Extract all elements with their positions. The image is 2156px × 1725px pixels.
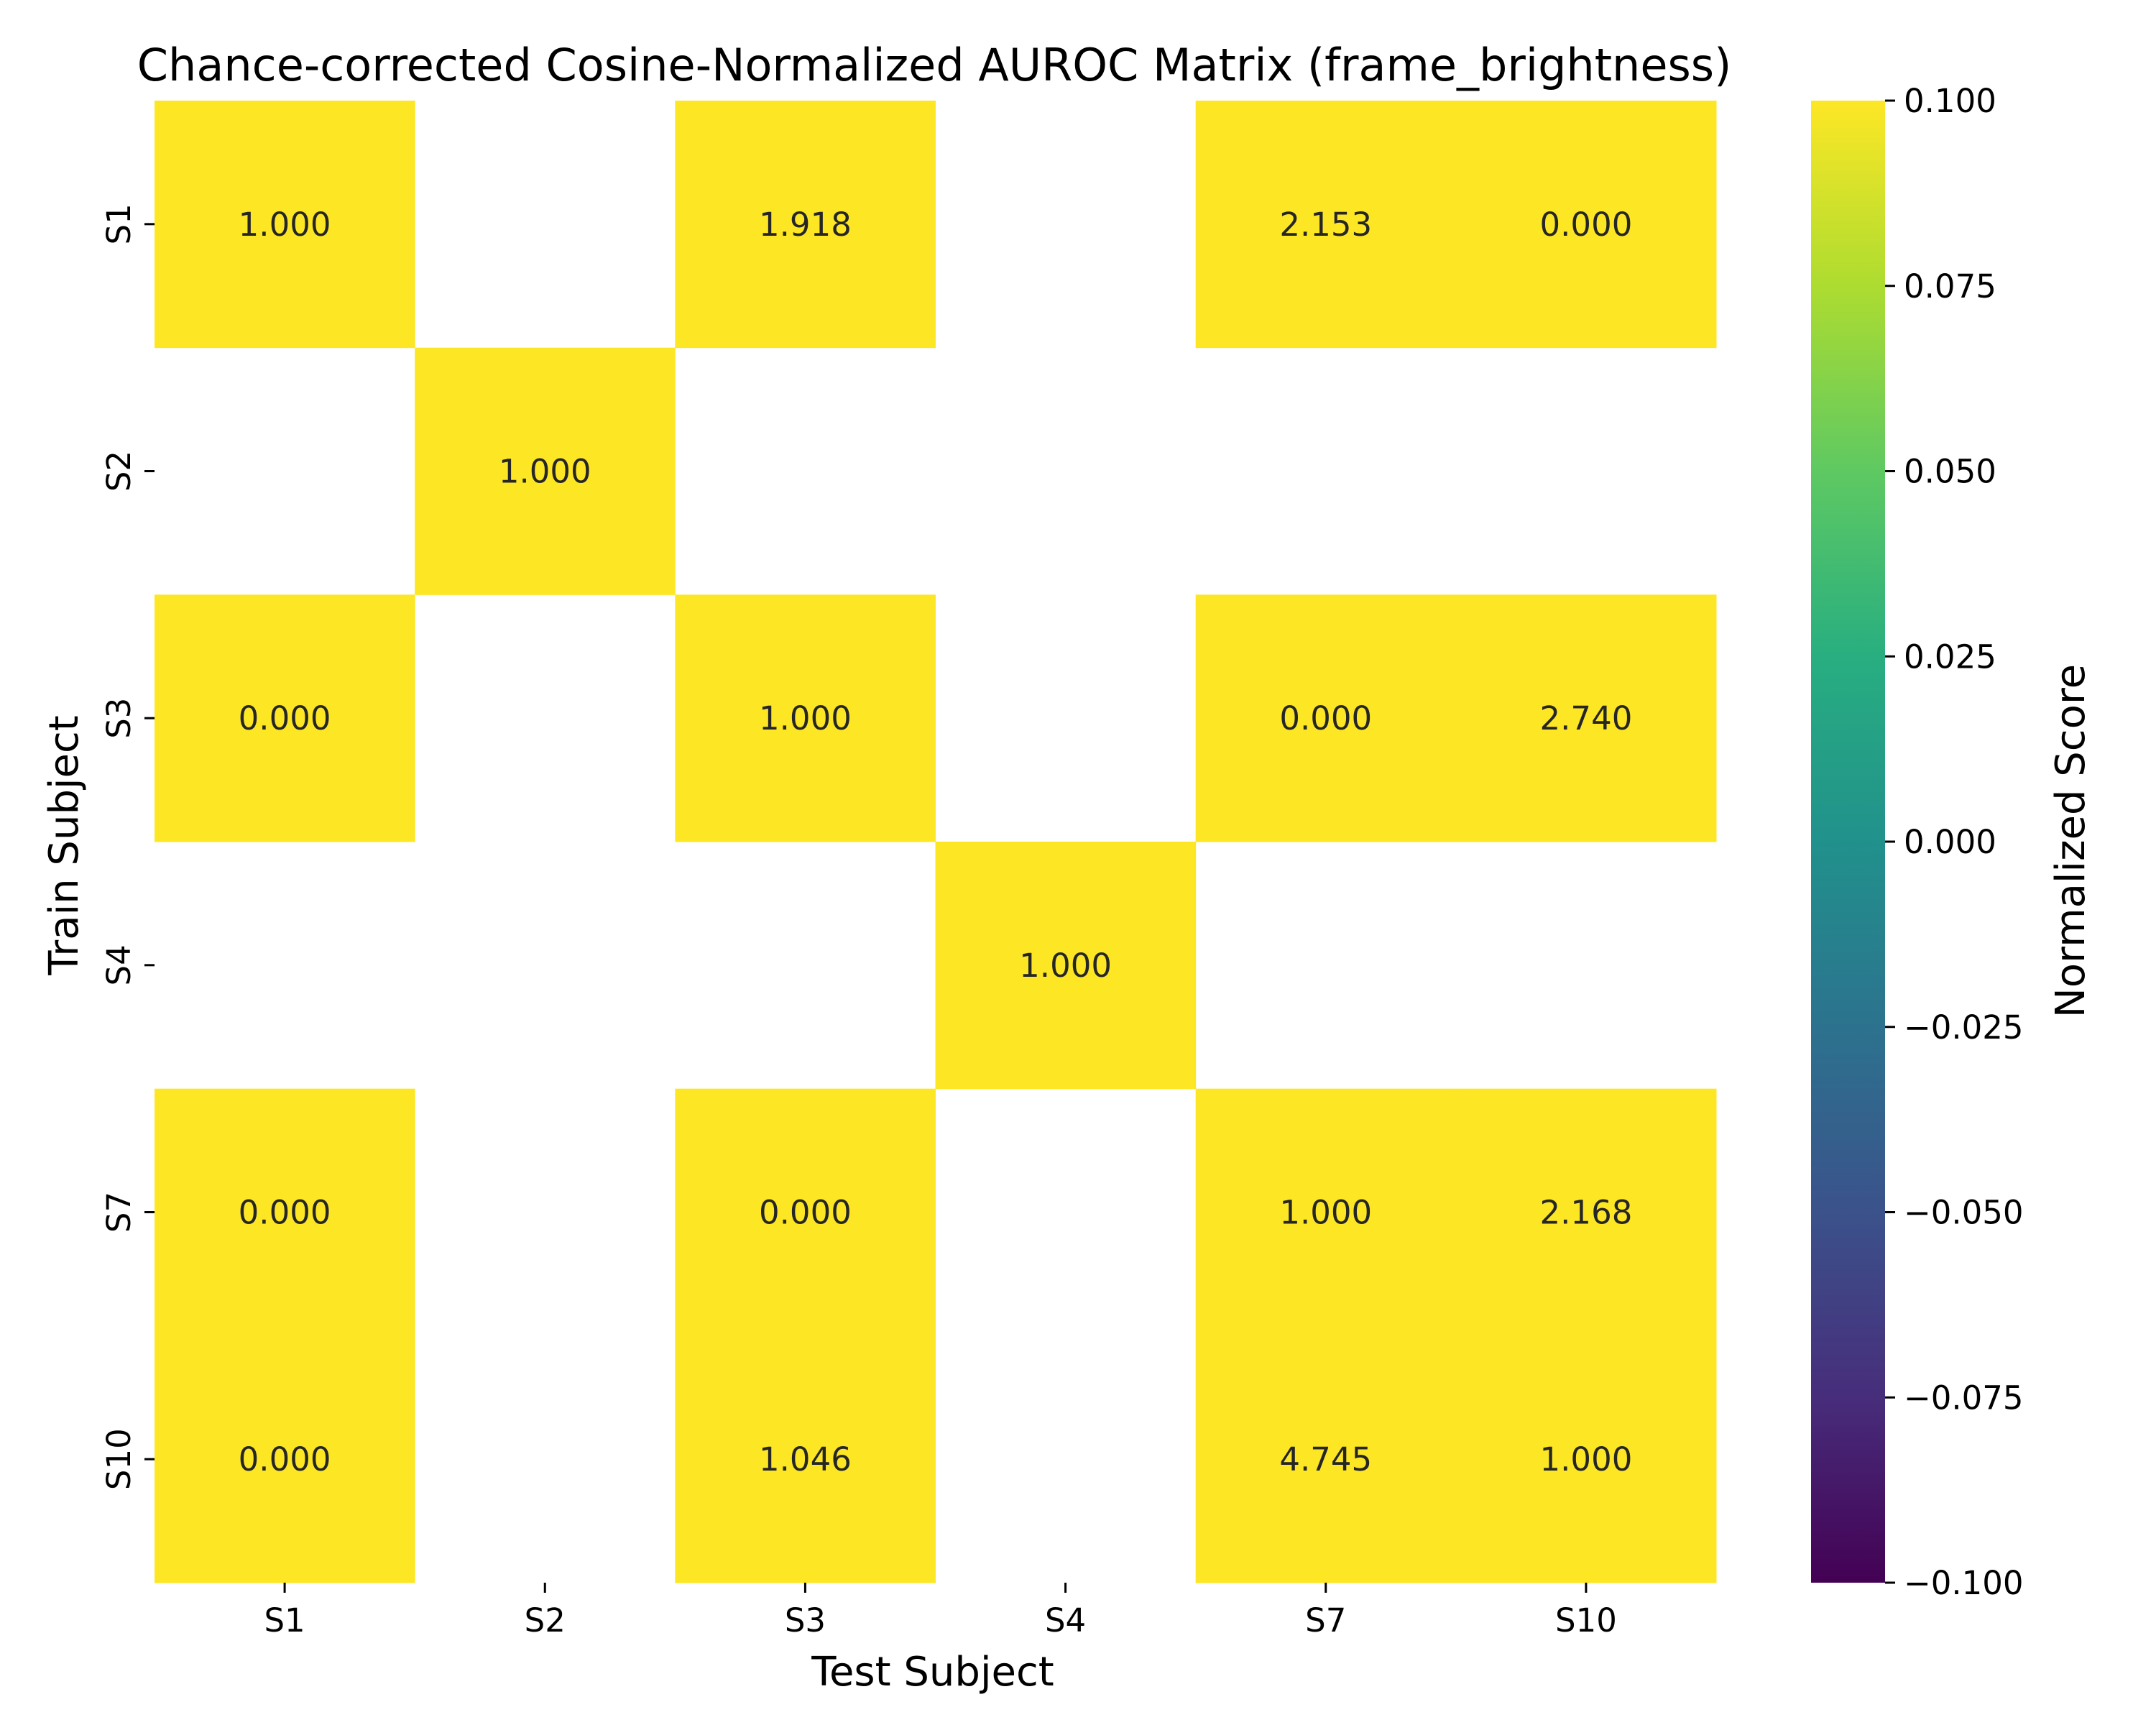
colorbar <box>1811 101 1885 1583</box>
cell-value-label: 0.000 <box>1540 206 1633 244</box>
colorbar-tick-label: −0.025 <box>1904 1008 2024 1046</box>
y-axis-ticks: S1 S2 S3 S4 S7 S10 <box>100 203 155 1490</box>
cell-value-label: 0.000 <box>1279 699 1372 737</box>
y-tick-label: S3 <box>100 698 138 739</box>
colorbar-tick-label: 0.050 <box>1904 453 1996 491</box>
heatmap-cell <box>675 1335 936 1583</box>
colorbar-ticks: 0.100 0.075 0.050 0.025 0.000 −0.025 −0.050 −0.… <box>1885 82 2024 1602</box>
heatmap-cell <box>1455 1335 1717 1583</box>
x-tick-label: S7 <box>1305 1601 1346 1639</box>
y-tick-label: S10 <box>100 1428 138 1490</box>
heatmap-cell <box>675 101 936 349</box>
cell-value-label: 1.000 <box>1279 1194 1372 1232</box>
heatmap-cell <box>1195 1335 1457 1583</box>
colorbar-label: Normalized Score <box>2047 664 2094 1018</box>
chart-title: Chance-corrected Cosine-Normalized AUROC… <box>137 39 1732 91</box>
y-tick-label: S2 <box>100 451 138 492</box>
colorbar-tick-label: 0.100 <box>1904 82 1996 120</box>
y-tick-label: S7 <box>100 1192 138 1233</box>
heatmap-cell <box>155 594 415 842</box>
colorbar-tick-label: 0.025 <box>1904 638 1996 676</box>
heatmap-cell <box>1195 1088 1457 1336</box>
cell-value-label: 1.000 <box>499 453 591 491</box>
colorbar-tick-label: −0.050 <box>1904 1194 2024 1232</box>
y-axis-label: Train Subject <box>41 715 88 976</box>
cell-value-label: 1.000 <box>1019 947 1112 985</box>
heatmap-cell <box>1455 594 1717 842</box>
x-tick-label: S10 <box>1555 1601 1617 1639</box>
cell-value-label: 2.153 <box>1279 206 1372 244</box>
colorbar-tick-label: 0.000 <box>1904 823 1996 861</box>
cell-value-label: 0.000 <box>759 1194 852 1232</box>
cell-value-label: 1.000 <box>759 699 852 737</box>
x-tick-label: S4 <box>1045 1601 1086 1639</box>
colorbar-tick-label: −0.100 <box>1904 1564 2024 1602</box>
cell-value-label: 1.046 <box>759 1440 852 1478</box>
cell-value-label: 1.000 <box>239 206 331 244</box>
y-tick-label: S1 <box>100 203 138 244</box>
colorbar-tick-label: −0.075 <box>1904 1379 2024 1417</box>
cell-value-label: 4.745 <box>1279 1440 1372 1478</box>
heatmap-cell <box>1195 594 1457 842</box>
x-axis-ticks: S1 S2 S3 S4 S7 S10 <box>264 1583 1617 1639</box>
heatmap-cell <box>935 842 1197 1090</box>
heatmap-cell <box>1455 1088 1717 1336</box>
x-tick-label: S1 <box>264 1601 305 1639</box>
heatmap-cell <box>155 1335 415 1583</box>
cell-value-label: 0.000 <box>239 1440 331 1478</box>
x-tick-label: S2 <box>525 1601 566 1639</box>
y-tick-label: S4 <box>100 944 138 985</box>
heatmap-cell <box>675 594 936 842</box>
cell-value-label: 1.000 <box>1540 1440 1633 1478</box>
heatmap-cells <box>155 101 1717 1583</box>
heatmap-value-labels: 1.000 1.918 2.153 0.000 1.000 0.000 1.000 0.000… <box>239 206 1633 1478</box>
cell-value-label: 1.918 <box>759 206 852 244</box>
heatmap-cell <box>155 101 415 349</box>
cell-value-label: 0.000 <box>239 1194 331 1232</box>
cell-value-label: 2.168 <box>1540 1194 1633 1232</box>
cell-value-label: 2.740 <box>1540 699 1633 737</box>
heatmap-cell <box>1455 101 1717 349</box>
cell-value-label: 0.000 <box>239 699 331 737</box>
x-axis-label: Test Subject <box>811 1649 1054 1696</box>
heatmap-cell <box>415 347 676 595</box>
heatmap-cell <box>155 1088 415 1336</box>
x-tick-label: S3 <box>785 1601 826 1639</box>
colorbar-tick-label: 0.075 <box>1904 267 1996 305</box>
heatmap-cell <box>1195 101 1457 349</box>
heatmap-cell <box>675 1088 936 1336</box>
